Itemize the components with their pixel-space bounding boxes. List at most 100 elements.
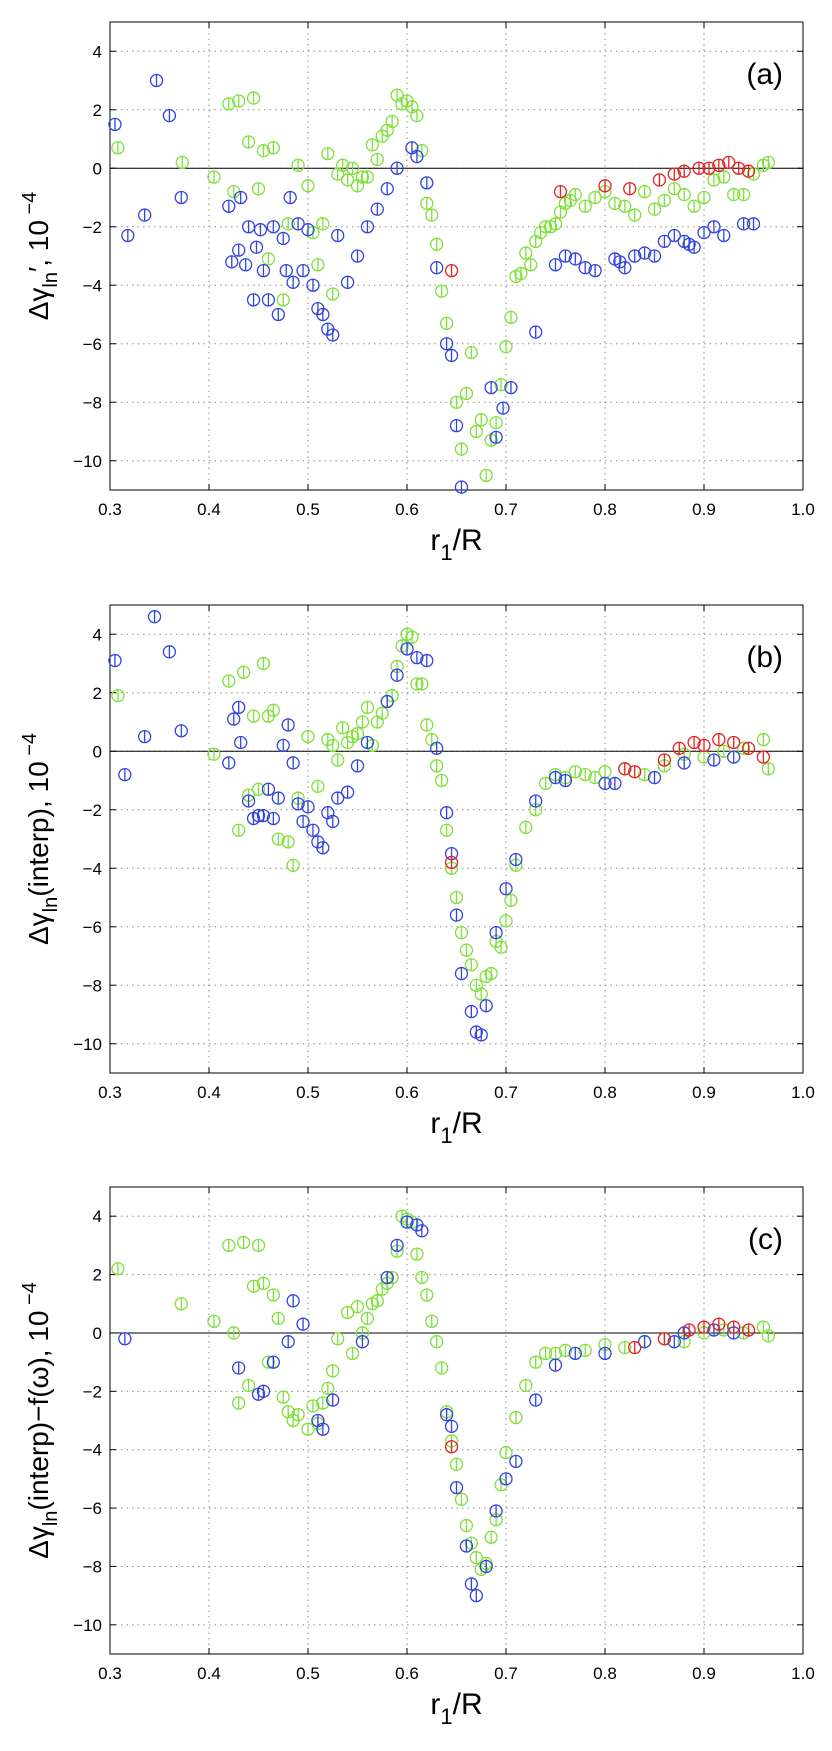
data-point [405,630,419,644]
data-point [529,1355,543,1369]
data-point [484,380,498,395]
data-point [499,914,513,928]
data-point [469,1551,483,1565]
series-blue [108,73,761,494]
data-point [335,158,350,172]
data-point [578,199,592,213]
data-point [608,776,622,791]
y-label-main: Δγ [23,288,54,321]
data-point [316,1422,330,1436]
data-point [519,1378,533,1393]
y-tick-label: 4 [93,1207,102,1226]
y-label-sub: ln [40,897,62,913]
data-point [434,773,449,788]
x-tick-label: 0.9 [692,1083,716,1102]
data-point [449,418,464,433]
data-point [420,1288,434,1302]
data-point [175,155,189,170]
data-point [311,1413,325,1428]
x-tick-label: 0.3 [98,1083,122,1102]
data-point [618,199,632,213]
data-point [286,858,300,872]
data-point [568,252,582,266]
data-point [459,1518,474,1533]
y-tick-label: −6 [83,335,102,354]
data-point [321,806,335,820]
data-point [415,1270,429,1285]
data-point [741,1323,756,1337]
data-point [291,158,305,172]
data-point [360,170,375,184]
data-point [637,1335,652,1349]
data-point [331,753,345,767]
data-point [251,782,266,796]
data-point [279,263,293,278]
data-point [732,161,746,175]
data-point [717,170,731,184]
data-point [276,1390,290,1404]
data-point [459,1539,474,1553]
data-point [400,642,414,656]
data-point [350,727,365,741]
data-point [111,141,125,155]
data-point [246,709,261,723]
x-tick-label: 1.0 [791,500,815,519]
y-tick-label: 2 [93,101,102,120]
data-point [360,1311,375,1325]
data-point [246,91,261,105]
data-point [712,732,726,747]
data-point [628,208,642,222]
data-point [444,263,459,278]
x-axis-label: r1/R [430,524,482,565]
data-point [291,797,305,811]
data-point [504,380,518,395]
data-point [430,741,444,755]
y-label-exp: −4 [19,192,41,220]
data-point [241,1378,256,1393]
data-point [637,768,652,782]
x-tick-label: 0.3 [98,1664,122,1683]
data-point [712,158,726,172]
data-point [410,108,424,123]
data-point [568,187,582,202]
data-point [529,325,543,339]
plot-frame [109,1186,804,1655]
data-point [484,1530,498,1544]
data-point [439,316,454,330]
data-point [256,656,271,671]
data-point [306,823,320,837]
y-tick-label: 0 [93,159,102,178]
data-point [496,401,510,415]
data-point [439,337,454,351]
data-point [618,261,632,275]
data-point [499,1472,513,1486]
data-point [479,1559,493,1574]
data-point [118,1332,132,1346]
data-point [261,293,276,307]
data-point [509,1410,523,1425]
data-point [340,173,355,187]
data-point [499,340,513,354]
data-point [657,1332,672,1346]
data-point [370,202,384,216]
data-point [707,173,721,187]
data-point [276,738,290,753]
data-point [628,249,642,263]
data-point [241,794,256,808]
data-point [301,179,315,193]
plot-frame [109,604,804,1074]
data-point [548,1358,563,1372]
data-point [281,718,295,732]
data-point [722,155,736,170]
data-point [345,1346,360,1361]
data-point [434,1361,449,1375]
data-point [548,770,563,785]
data-point [111,689,125,703]
data-point [509,852,523,867]
data-point [761,1329,775,1343]
y-tick-label: −2 [83,218,102,237]
data-point [618,762,632,776]
data-point [459,943,474,957]
data-point [499,882,513,896]
